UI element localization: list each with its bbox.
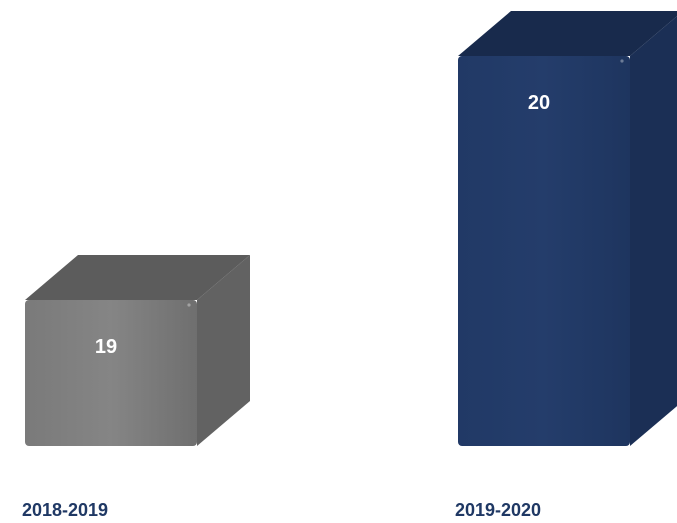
bar-top-face xyxy=(458,11,677,56)
bar-side-face xyxy=(630,16,677,446)
bar-2019-2020 xyxy=(458,11,677,446)
data-label: 20 xyxy=(528,92,550,114)
bar-highlight xyxy=(187,303,191,307)
bars-layer xyxy=(25,11,677,446)
data-label: 19 xyxy=(95,336,117,358)
bar-front-face xyxy=(458,56,630,446)
bar-top-face xyxy=(25,255,250,300)
bar-side-face xyxy=(197,255,250,446)
category-label: 2019-2020 xyxy=(455,500,541,520)
bar-front-face xyxy=(25,300,197,446)
bar-highlight xyxy=(620,59,624,63)
category-label: 2018-2019 xyxy=(22,500,108,520)
bar-2018-2019 xyxy=(25,255,250,446)
labels-layer: 19 2018-2019 20 2019-2020 xyxy=(22,92,550,520)
